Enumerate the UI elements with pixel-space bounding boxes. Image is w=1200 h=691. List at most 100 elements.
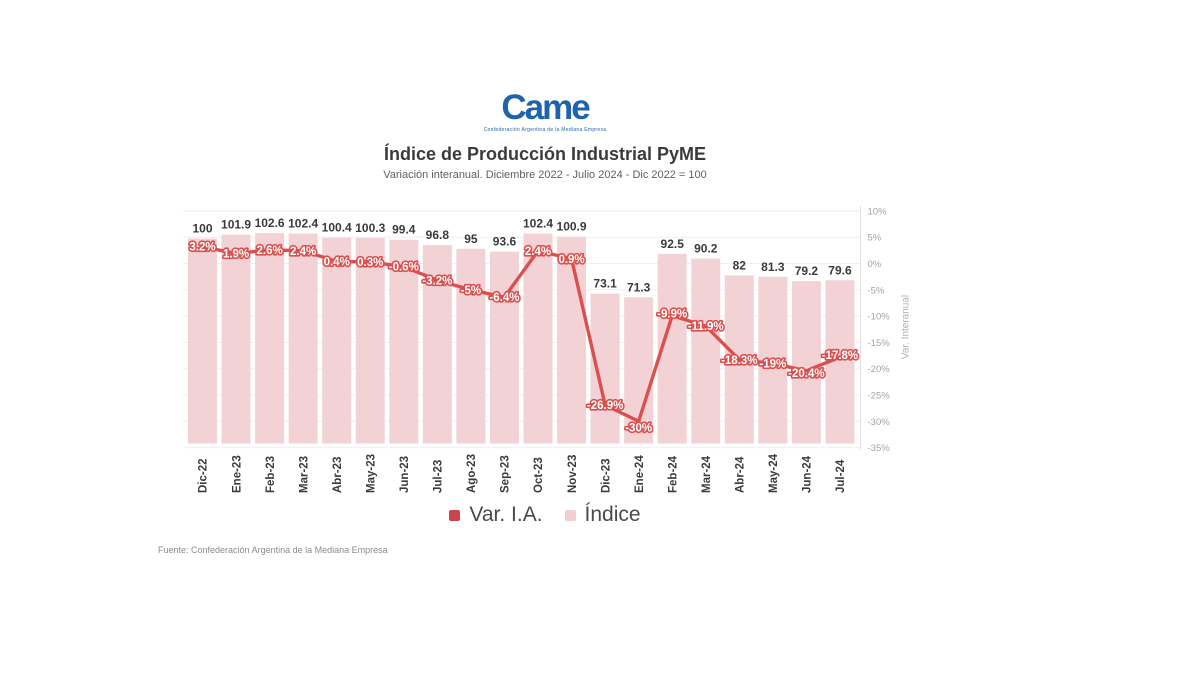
var-ia-point-label: -5% bbox=[461, 285, 481, 297]
index-bar-label: 100.3 bbox=[355, 221, 385, 235]
index-bar-label: 81.3 bbox=[761, 260, 785, 274]
var-ia-point-label: -3.2% bbox=[422, 275, 452, 287]
index-bar-label: 92.5 bbox=[661, 237, 685, 251]
index-bar-label: 79.6 bbox=[828, 263, 852, 277]
came-logo: Came bbox=[501, 88, 590, 127]
y-axis-tick-label: 5% bbox=[868, 233, 882, 244]
y-axis-tick-label: -25% bbox=[868, 391, 891, 402]
index-bar bbox=[456, 248, 486, 444]
index-bar bbox=[188, 238, 217, 444]
y-axis-tick-label: 10% bbox=[868, 206, 888, 217]
index-bar-label: 99.4 bbox=[392, 223, 416, 237]
var-ia-line bbox=[200, 244, 842, 423]
x-axis-label: Ago-23 bbox=[466, 454, 478, 493]
x-axis-label: Jul-24 bbox=[835, 459, 847, 493]
legend-item-var-ia: Var. I.A. bbox=[449, 503, 543, 527]
var-ia-point-label: 0.4% bbox=[324, 256, 350, 268]
index-bar-label: 100.4 bbox=[322, 221, 352, 235]
y-axis-tick-label: -30% bbox=[868, 417, 891, 428]
y-axis-tick-label: -5% bbox=[868, 285, 885, 296]
index-bar-label: 102.6 bbox=[255, 216, 285, 230]
index-bar-label: 73.1 bbox=[593, 277, 617, 291]
index-bar-label: 95 bbox=[464, 232, 478, 246]
index-bar-label: 93.6 bbox=[493, 235, 517, 249]
x-axis-label: Abr-23 bbox=[332, 457, 344, 493]
index-bar-label: 71.3 bbox=[627, 280, 651, 294]
var-ia-point-label: -11.9% bbox=[688, 321, 724, 333]
legend-label-indice: Índice bbox=[584, 503, 641, 526]
var-ia-point-label: 0.3% bbox=[357, 257, 383, 269]
x-axis-label: Ene-24 bbox=[634, 455, 646, 493]
y-axis-tick-label: -15% bbox=[868, 338, 891, 349]
var-ia-swatch-icon bbox=[449, 509, 461, 521]
x-axis-label: Dic-23 bbox=[600, 458, 612, 493]
index-bar bbox=[791, 281, 821, 444]
x-axis-label: Dic-22 bbox=[198, 458, 210, 493]
index-bar bbox=[758, 276, 788, 444]
index-bar bbox=[322, 237, 352, 444]
var-ia-point-label: 2.4% bbox=[525, 246, 551, 258]
x-axis-label: Jun-24 bbox=[802, 455, 814, 493]
y-axis-tick-label: 0% bbox=[868, 259, 882, 270]
chart-header: Came Confederación Argentina de la Media… bbox=[150, 90, 940, 181]
legend-item-indice: Índice bbox=[564, 503, 641, 527]
index-bar bbox=[557, 236, 587, 444]
index-bar-label: 79.2 bbox=[795, 264, 819, 278]
var-ia-point-label: -17.8% bbox=[822, 350, 858, 362]
index-bar bbox=[523, 233, 553, 444]
var-ia-point-label: -0.6% bbox=[389, 262, 419, 274]
came-logo-tagline: Confederación Argentina de la Mediana Em… bbox=[483, 127, 607, 133]
index-bar-label: 101.9 bbox=[221, 218, 251, 232]
chart-subtitle: Variación interanual. Diciembre 2022 - J… bbox=[383, 169, 707, 181]
x-axis-label: Jun-23 bbox=[399, 456, 411, 493]
index-bar bbox=[590, 293, 620, 444]
x-axis-label: Abr-24 bbox=[735, 456, 747, 493]
index-bar-label: 82 bbox=[733, 258, 747, 272]
var-ia-point-label: -19% bbox=[759, 358, 786, 370]
index-bar-label: 90.2 bbox=[694, 242, 718, 256]
var-ia-point-label: 2.4% bbox=[290, 246, 316, 258]
var-ia-point-label: -30% bbox=[625, 422, 652, 434]
var-ia-point-label: 1.9% bbox=[223, 249, 249, 261]
x-axis-label: Mar-24 bbox=[701, 455, 713, 493]
indice-swatch-icon bbox=[564, 509, 576, 521]
index-bar bbox=[221, 234, 251, 444]
index-bar bbox=[691, 258, 721, 444]
var-ia-point-label: 3.2% bbox=[189, 242, 215, 254]
legend-label-var-ia: Var. I.A. bbox=[469, 503, 543, 526]
index-bar-label: 96.8 bbox=[426, 228, 450, 242]
var-ia-point-label: -26.9% bbox=[587, 400, 623, 412]
index-bar-label: 102.4 bbox=[523, 217, 553, 231]
var-ia-point-label: -6.4% bbox=[489, 292, 519, 304]
var-ia-point-label: 2.6% bbox=[256, 245, 282, 257]
var-ia-point-label: -20.4% bbox=[788, 368, 824, 380]
index-bar-label: 102.4 bbox=[288, 217, 318, 231]
x-axis-label: Feb-23 bbox=[265, 456, 277, 493]
var-ia-point-label: 0.9% bbox=[558, 254, 584, 266]
x-axis-label: Oct-23 bbox=[533, 457, 545, 493]
x-axis-label: Mar-23 bbox=[298, 456, 310, 493]
index-bar-label: 100 bbox=[192, 222, 212, 236]
index-bar-label: 100.9 bbox=[557, 220, 587, 234]
y-axis-tick-label: -10% bbox=[868, 312, 891, 323]
source-text: Fuente: Confederación Argentina de la Me… bbox=[158, 545, 388, 555]
y-axis-title: Var. Interanual bbox=[901, 295, 912, 359]
x-axis-label: Ene-23 bbox=[231, 455, 243, 493]
index-bar bbox=[288, 233, 318, 444]
x-axis-label: Feb-24 bbox=[667, 455, 679, 493]
var-ia-point-label: -18.3% bbox=[721, 355, 757, 367]
x-axis-label: Jul-23 bbox=[433, 460, 445, 493]
x-axis-label: May-23 bbox=[365, 454, 377, 493]
x-axis-label: Sep-23 bbox=[500, 455, 512, 493]
index-bar bbox=[255, 233, 285, 444]
x-axis-label: Nov-23 bbox=[567, 455, 579, 493]
index-bar bbox=[355, 237, 385, 444]
chart-title: Índice de Producción Industrial PyME bbox=[383, 144, 707, 164]
chart-legend: Var. I.A. Índice bbox=[150, 503, 940, 527]
x-axis-label: May-24 bbox=[768, 453, 780, 493]
index-bar bbox=[389, 239, 419, 444]
var-ia-point-label: -9.9% bbox=[657, 309, 687, 321]
y-axis-tick-label: -35% bbox=[868, 443, 891, 454]
